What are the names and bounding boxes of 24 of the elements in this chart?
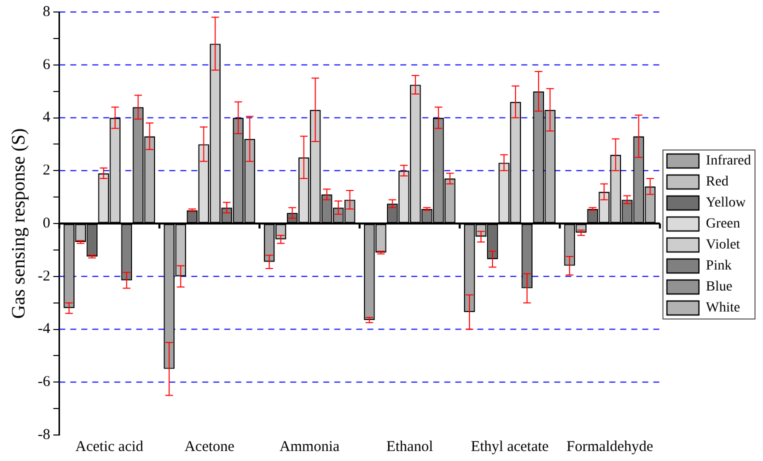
y-tick-label: -6	[38, 374, 51, 390]
legend-label: Violet	[706, 238, 740, 253]
legend-label: Pink	[706, 258, 732, 274]
x-tick-label: Acetone	[184, 438, 235, 455]
y-tick-label: -2	[38, 268, 50, 284]
legend-label: Green	[706, 216, 740, 232]
legend-label: Yellow	[706, 196, 747, 211]
y-tick-label: -4	[38, 321, 51, 338]
x-tick-label: Ammonia	[280, 438, 340, 455]
y-tick-label: 4	[42, 110, 51, 126]
x-tick-label: Ethyl acetate	[470, 438, 550, 455]
y-tick-label: 6	[42, 56, 51, 73]
legend-label: White	[706, 300, 740, 316]
y-tick-label: 0	[42, 215, 50, 232]
y-tick-label: -8	[38, 426, 50, 443]
legend-label: Blue	[706, 280, 732, 295]
y-tick-label: 8	[42, 4, 50, 20]
x-tick-label: Acetic acid	[75, 438, 144, 455]
y-axis-title: Gas sensing response (S)	[8, 128, 30, 319]
legend-label: Red	[706, 174, 728, 190]
legend-label: Infrared	[706, 154, 751, 169]
x-tick-label: Ethanol	[386, 438, 433, 455]
x-tick-label: Formaldehyde	[566, 438, 654, 455]
y-tick-label: 2	[42, 162, 50, 179]
